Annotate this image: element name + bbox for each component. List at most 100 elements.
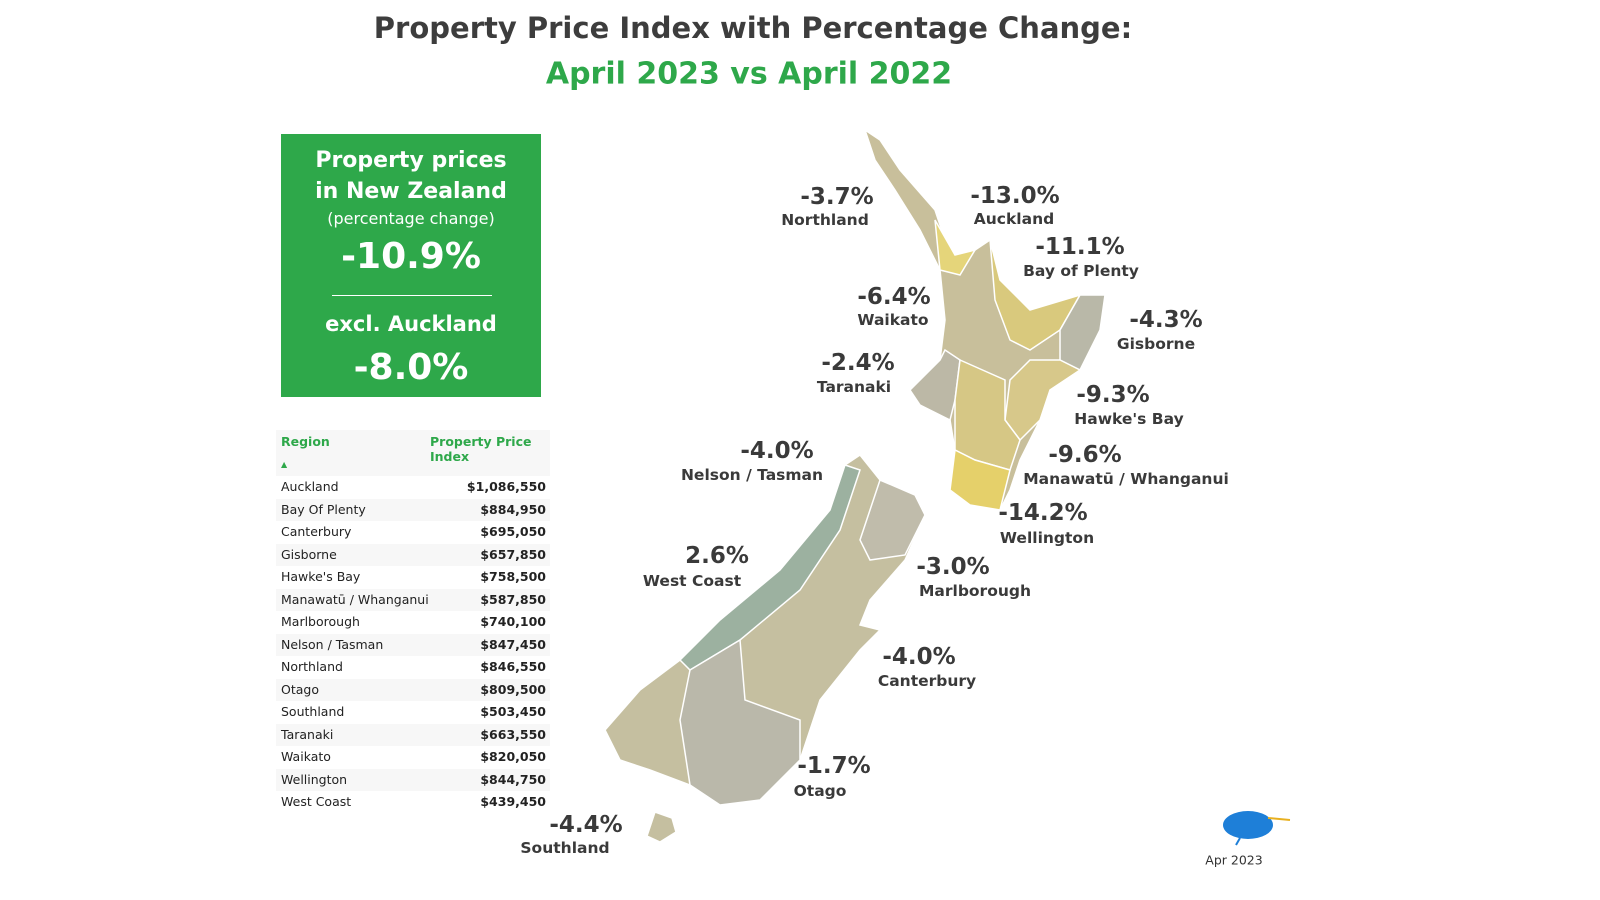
region-name: Gisborne bbox=[1116, 335, 1196, 353]
price-cell: $695,050 bbox=[480, 524, 546, 539]
region-change: 2.6% bbox=[685, 543, 749, 569]
region-cell: Gisborne bbox=[281, 546, 337, 562]
region-cell: Nelson / Tasman bbox=[281, 636, 384, 652]
price-cell: $587,850 bbox=[480, 591, 546, 607]
summary-total: -10.9% bbox=[341, 236, 481, 277]
kiwi-body bbox=[1223, 811, 1273, 839]
region-cell: Waikato bbox=[281, 749, 331, 764]
table-header[interactable]: Region ▲ Property Price Index bbox=[276, 430, 550, 476]
region-cell: Hawke's Bay bbox=[281, 569, 361, 584]
region-change: -3.0% bbox=[916, 554, 990, 580]
region-name: Wellington bbox=[999, 529, 1095, 547]
region-change: -2.4% bbox=[821, 350, 895, 376]
region-name: Canterbury bbox=[877, 672, 977, 690]
region-name: West Coast bbox=[642, 572, 742, 590]
summary-heading: Property prices bbox=[315, 148, 507, 173]
summary-excl-value: -8.0% bbox=[353, 347, 469, 388]
price-cell: $663,550 bbox=[480, 726, 546, 742]
region-name: Manawatū / Whanganui bbox=[1023, 470, 1229, 488]
region-shape bbox=[934, 219, 977, 276]
region-change: -4.0% bbox=[882, 644, 956, 670]
region-name: Nelson / Tasman bbox=[680, 466, 824, 484]
summary-box: Property prices in New Zealand (percenta… bbox=[281, 134, 541, 397]
table-row: Northland $846,550 bbox=[276, 656, 550, 679]
region-name: Taranaki bbox=[816, 378, 892, 396]
price-cell: $758,500 bbox=[480, 569, 546, 584]
region-change: -4.3% bbox=[1129, 307, 1203, 333]
region-cell: Northland bbox=[281, 659, 343, 674]
table-row: Hawke's Bay $758,500 bbox=[276, 566, 550, 589]
price-table: Region ▲ Property Price Index Auckland $1… bbox=[276, 430, 550, 814]
table-row: Waikato $820,050 bbox=[276, 746, 550, 769]
price-cell: $439,450 bbox=[480, 794, 546, 809]
table-row: Southland $503,450 bbox=[276, 701, 550, 724]
price-cell: $1,086,550 bbox=[466, 479, 546, 494]
price-cell: $740,100 bbox=[480, 614, 546, 629]
region-cell: Canterbury bbox=[281, 524, 352, 539]
region-cell: Bay Of Plenty bbox=[281, 501, 366, 517]
table-row: Gisborne $657,850 bbox=[276, 543, 550, 566]
table-row: Nelson / Tasman $847,450 bbox=[276, 633, 550, 656]
region-change: -9.3% bbox=[1076, 382, 1150, 408]
summary-note: (percentage change) bbox=[327, 209, 495, 228]
divider bbox=[332, 295, 492, 296]
region-cell: Marlborough bbox=[281, 614, 360, 629]
region-change: -13.0% bbox=[970, 183, 1060, 209]
region-name: Marlborough bbox=[918, 582, 1032, 600]
table-body: Auckland $1,086,550 Bay Of Plenty $884,950 C… bbox=[276, 476, 550, 814]
date-label: Apr 2023 bbox=[1205, 852, 1263, 868]
region-shape bbox=[909, 348, 961, 422]
column-header[interactable]: Region bbox=[281, 434, 330, 449]
island-shape bbox=[646, 811, 677, 843]
table-row: Otago $809,500 bbox=[276, 678, 550, 701]
region-change: -6.4% bbox=[857, 284, 931, 310]
table-row: Auckland $1,086,550 bbox=[276, 476, 550, 499]
region-name: Auckland bbox=[973, 210, 1055, 228]
region-cell: Otago bbox=[281, 681, 319, 697]
region-change: -4.0% bbox=[740, 438, 814, 464]
region-cell: Wellington bbox=[281, 771, 348, 787]
region-change: -14.2% bbox=[998, 500, 1088, 526]
summary-excl-label: excl. Auckland bbox=[325, 312, 497, 336]
price-cell: $503,450 bbox=[480, 704, 546, 719]
region-change: -9.6% bbox=[1048, 442, 1122, 468]
table-row: West Coast $439,450 bbox=[276, 791, 550, 814]
price-cell: $820,050 bbox=[480, 749, 546, 764]
price-cell: $844,750 bbox=[480, 771, 546, 787]
region-change: -11.1% bbox=[1035, 234, 1125, 260]
table-row: Canterbury $695,050 bbox=[276, 521, 550, 544]
region-cell: Manawatū / Whanganui bbox=[281, 591, 429, 607]
price-cell: $657,850 bbox=[480, 546, 546, 562]
region-name: Waikato bbox=[857, 311, 929, 329]
table-row: Bay Of Plenty $884,950 bbox=[276, 498, 550, 521]
region-shape bbox=[679, 638, 801, 806]
table-row: Taranaki $663,550 bbox=[276, 723, 550, 746]
logo bbox=[1223, 811, 1291, 846]
kiwi-beak bbox=[1267, 817, 1291, 821]
region-shape bbox=[859, 478, 926, 561]
subtitle: April 2023 vs April 2022 bbox=[545, 56, 953, 92]
price-cell: $884,950 bbox=[480, 501, 546, 517]
region-cell: Taranaki bbox=[281, 726, 334, 742]
table-row: Marlborough $740,100 bbox=[276, 611, 550, 634]
title: Property Price Index with Percentage Cha… bbox=[373, 11, 1133, 45]
region-cell: Southland bbox=[281, 704, 345, 719]
region-name: Bay of Plenty bbox=[1023, 262, 1139, 280]
sort-indicator: ▲ bbox=[281, 460, 288, 469]
region-name: Hawke's Bay bbox=[1074, 410, 1184, 428]
price-cell: $847,450 bbox=[480, 636, 546, 652]
summary-heading: in New Zealand bbox=[315, 179, 507, 204]
region-shape bbox=[949, 448, 1011, 511]
region-cell: West Coast bbox=[281, 794, 352, 809]
region-name: Northland bbox=[781, 211, 869, 229]
region-name: Southland bbox=[520, 839, 610, 857]
price-cell: $846,550 bbox=[480, 659, 546, 674]
north-island bbox=[863, 128, 1106, 511]
table-row: Manawatū / Whanganui $587,850 bbox=[276, 588, 550, 611]
table-row: Wellington $844,750 bbox=[276, 768, 550, 791]
south-island bbox=[604, 453, 926, 843]
price-cell: $809,500 bbox=[480, 681, 546, 697]
column-header[interactable]: Property Price Index bbox=[430, 434, 532, 464]
